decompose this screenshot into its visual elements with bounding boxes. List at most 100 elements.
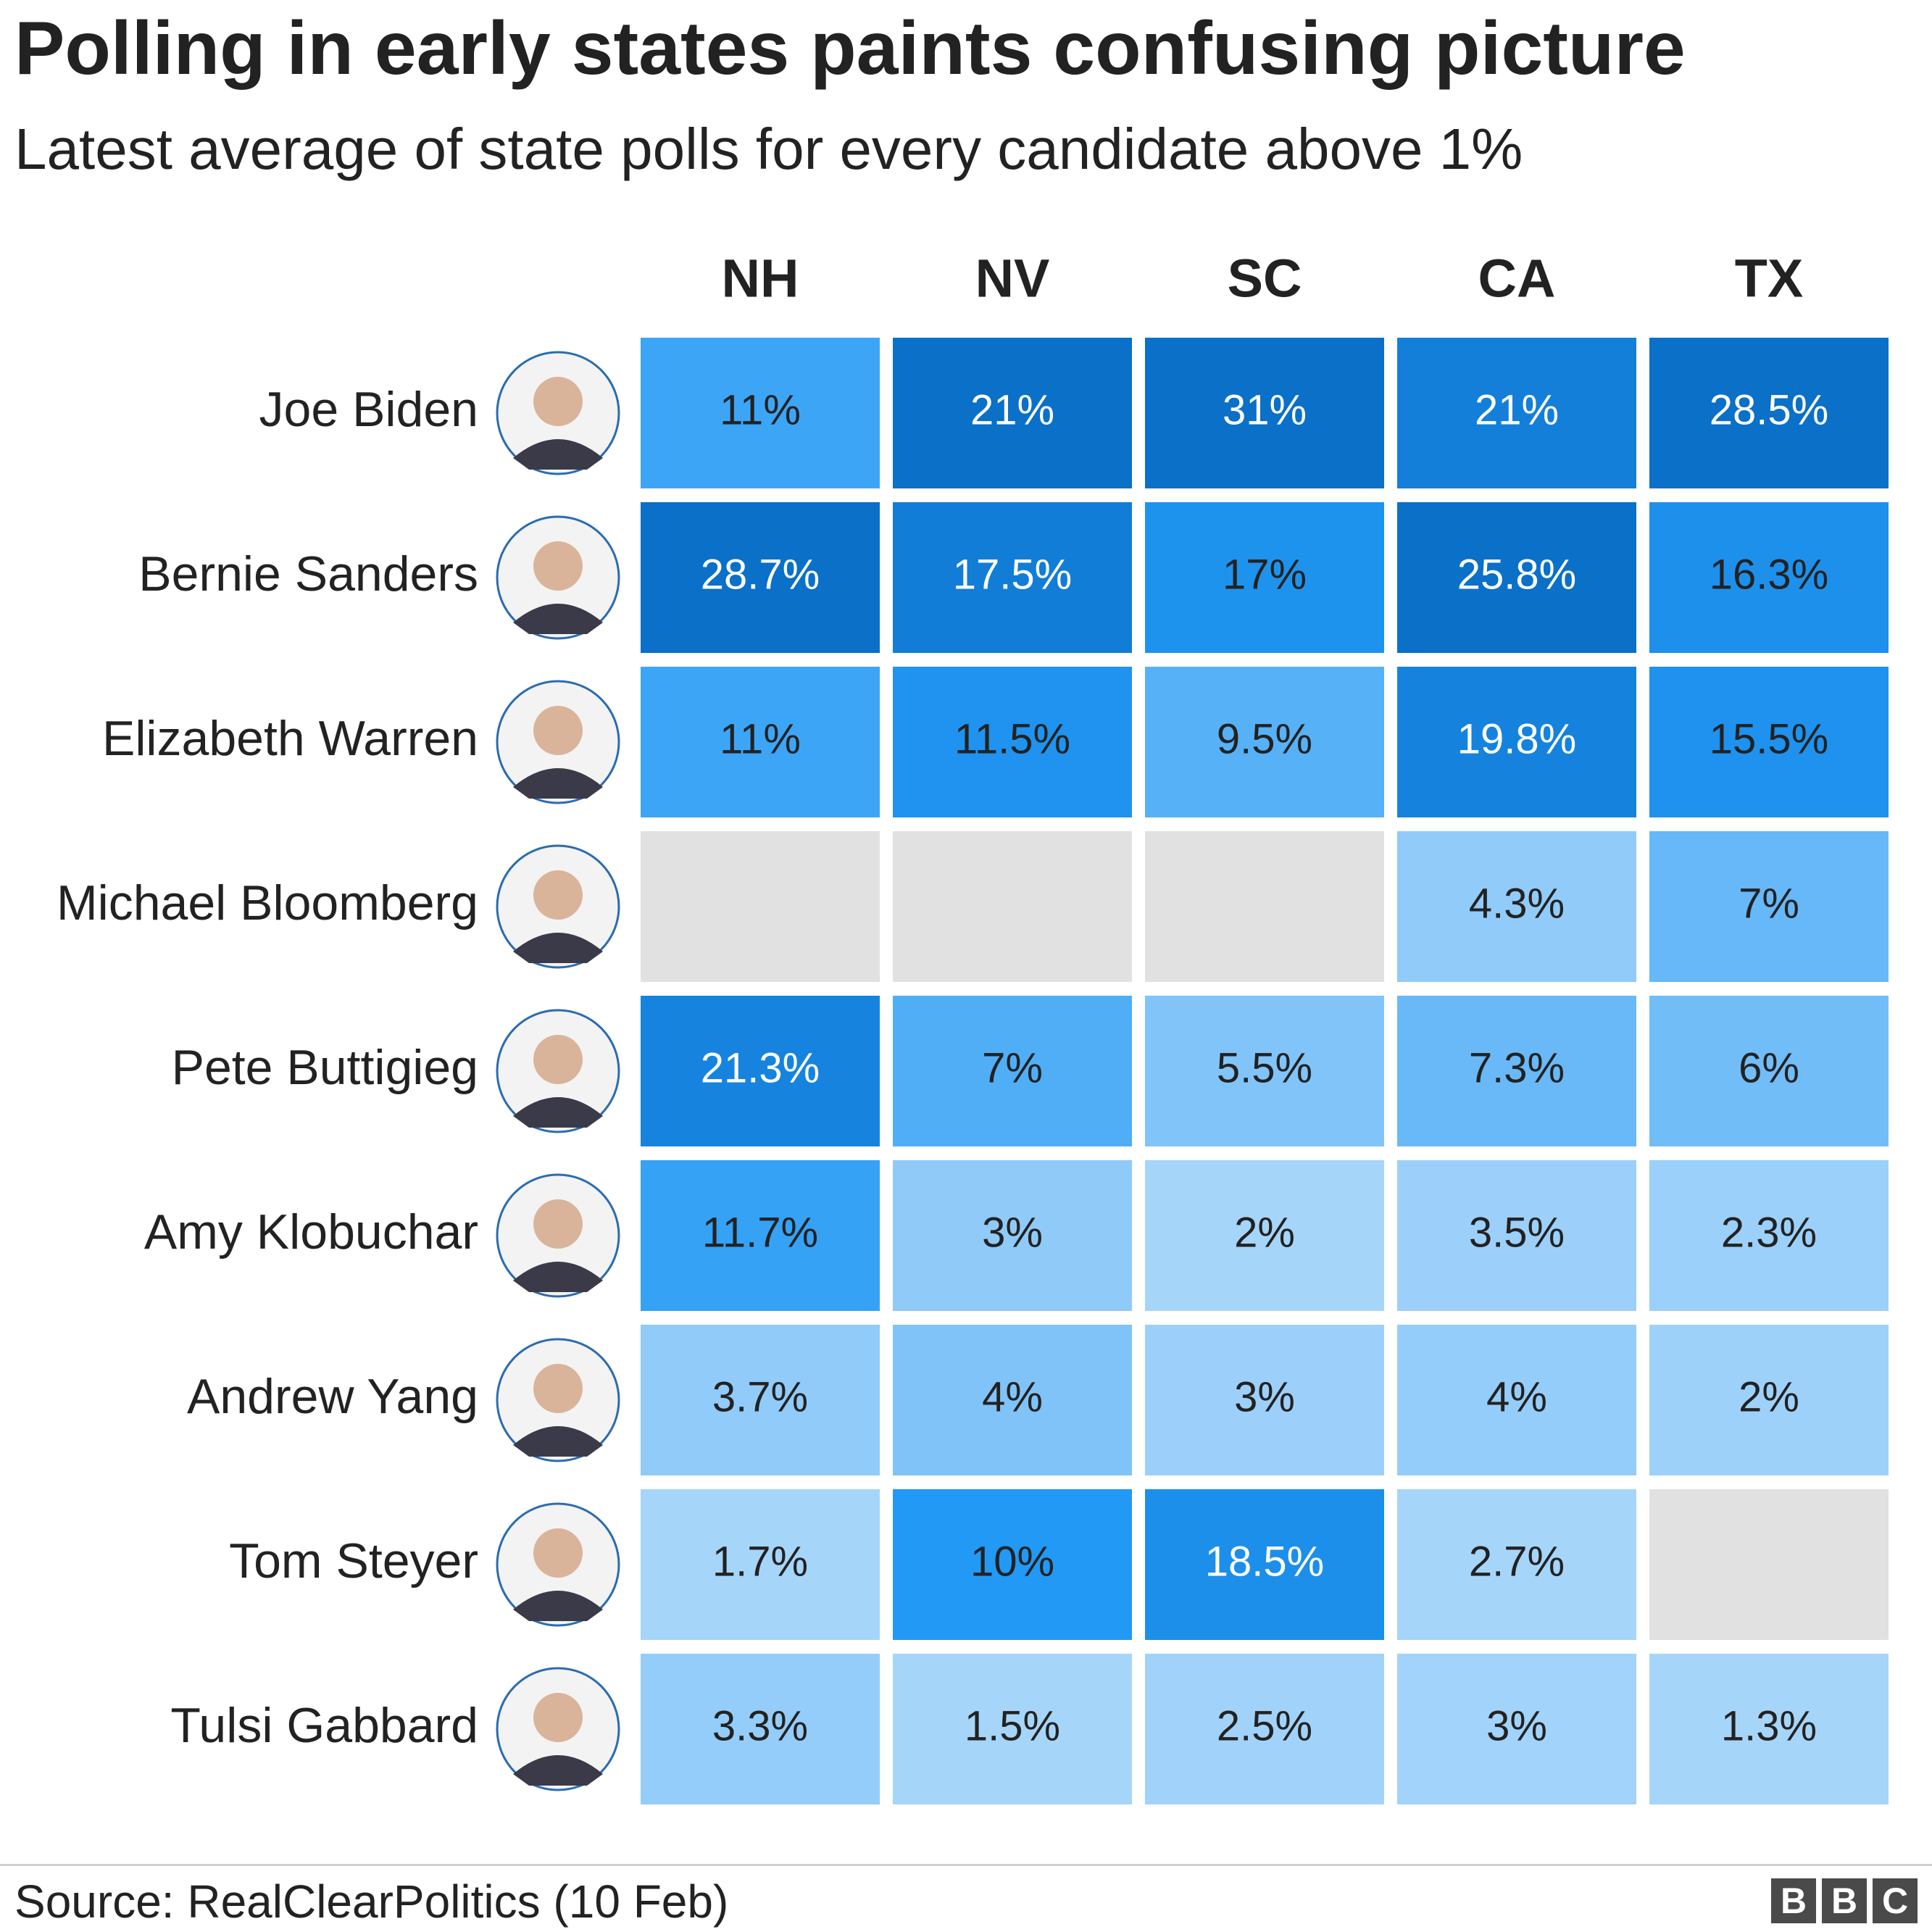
heatmap-cell-bernie-sanders-nv <box>893 502 1132 653</box>
column-header-tx: TX <box>1735 249 1804 309</box>
heatmap-cell-bernie-sanders-sc <box>1145 502 1384 653</box>
heatmap-cell-elizabeth-warren-sc <box>1145 667 1384 817</box>
cell-label-bernie-sanders-nv: 17.5% <box>953 551 1072 598</box>
heatmap-cell-andrew-yang-nh <box>641 1325 880 1475</box>
cell-label-michael-bloomberg-tx: 7% <box>1739 880 1799 927</box>
avatar-michael-bloomberg-icon <box>496 844 620 969</box>
heatmap-cell-joe-biden-ca <box>1397 338 1636 488</box>
cell-label-tulsi-gabbard-tx: 1.3% <box>1721 1702 1817 1749</box>
cell-label-pete-buttigieg-ca: 7.3% <box>1469 1044 1565 1091</box>
heatmap-cell-labels: 11% 21% 31% 21% 28.5% 28.7% 17.5% 17% 25.8% 16.3%… <box>701 386 1828 1749</box>
cell-label-amy-klobuchar-nh: 11.7% <box>702 1209 818 1256</box>
cell-label-tom-steyer-nv: 10% <box>970 1538 1054 1585</box>
heatmap-cell-tulsi-gabbard-ca <box>1397 1654 1636 1804</box>
avatar-joe-biden-icon <box>496 351 620 475</box>
heatmap-cell-tom-steyer-nh <box>641 1489 880 1640</box>
cell-label-andrew-yang-nv: 4% <box>982 1373 1043 1420</box>
heatmap-cell-elizabeth-warren-nh <box>641 667 880 817</box>
heatmap-cell-elizabeth-warren-nv <box>893 667 1132 817</box>
heatmap-cells <box>641 338 1889 1804</box>
row-label-amy-klobuchar: Amy Klobuchar <box>144 1204 478 1259</box>
avatar-tom-steyer-icon <box>496 1502 620 1627</box>
cell-label-bernie-sanders-nh: 28.7% <box>701 551 820 598</box>
heatmap-cell-andrew-yang-tx <box>1649 1325 1889 1475</box>
heatmap-cell-joe-biden-nv <box>893 338 1132 488</box>
avatar-amy-klobuchar-icon <box>496 1173 620 1298</box>
heatmap-cell-michael-bloomberg-nh <box>641 831 880 982</box>
heatmap-cell-michael-bloomberg-nv <box>893 831 1132 982</box>
heatmap-cell-andrew-yang-sc <box>1145 1325 1384 1475</box>
heatmap-cell-joe-biden-nh <box>641 338 880 488</box>
row-label-andrew-yang: Andrew Yang <box>187 1369 478 1424</box>
bbc-logo: B B C <box>1771 1878 1918 1923</box>
avatar-andrew-yang-icon <box>496 1338 620 1462</box>
chart-subtitle: Latest average of state polls for every … <box>14 117 1523 181</box>
cell-label-bernie-sanders-tx: 16.3% <box>1710 551 1828 598</box>
cell-label-elizabeth-warren-nh: 11% <box>720 715 801 762</box>
cell-label-andrew-yang-ca: 4% <box>1486 1373 1547 1420</box>
bbc-logo-letter-2: B <box>1822 1878 1867 1923</box>
heatmap-cell-amy-klobuchar-ca <box>1397 1160 1636 1311</box>
cell-label-amy-klobuchar-nv: 3% <box>982 1209 1043 1256</box>
footer-divider <box>0 1864 1932 1866</box>
cell-label-amy-klobuchar-ca: 3.5% <box>1469 1209 1565 1256</box>
heatmap-cell-tulsi-gabbard-sc <box>1145 1654 1384 1804</box>
source-note: Source: RealClearPolitics (10 Feb) <box>14 1875 729 1928</box>
avatar-elizabeth-warren-icon <box>496 680 620 804</box>
column-header-nv: NV <box>975 249 1050 309</box>
heatmap-cell-tulsi-gabbard-tx <box>1649 1654 1889 1804</box>
row-label-michael-bloomberg: Michael Bloomberg <box>57 875 478 930</box>
column-headers: NH NV SC CA TX <box>722 249 1804 309</box>
heatmap-cell-tom-steyer-sc <box>1145 1489 1384 1640</box>
avatar-bernie-sanders-icon <box>496 515 620 640</box>
cell-label-pete-buttigieg-nh: 21.3% <box>701 1044 820 1091</box>
cell-label-joe-biden-nh: 11% <box>720 386 801 433</box>
heatmap-cell-bernie-sanders-ca <box>1397 502 1636 653</box>
heatmap-cell-amy-klobuchar-nh <box>641 1160 880 1311</box>
cell-label-andrew-yang-sc: 3% <box>1234 1373 1295 1420</box>
heatmap-cell-pete-buttigieg-tx <box>1649 996 1889 1146</box>
cell-label-elizabeth-warren-ca: 19.8% <box>1457 715 1576 762</box>
heatmap-cell-amy-klobuchar-tx <box>1649 1160 1889 1311</box>
cell-label-elizabeth-warren-nv: 11.5% <box>954 715 1070 762</box>
cell-label-pete-buttigieg-nv: 7% <box>982 1044 1043 1091</box>
avatar-pete-buttigieg-icon <box>496 1009 620 1133</box>
heatmap-cell-michael-bloomberg-sc <box>1145 831 1384 982</box>
heatmap-cell-andrew-yang-ca <box>1397 1325 1636 1475</box>
column-header-sc: SC <box>1228 249 1302 309</box>
row-label-tom-steyer: Tom Steyer <box>229 1533 478 1589</box>
heatmap-cell-joe-biden-tx <box>1649 338 1889 488</box>
cell-label-tulsi-gabbard-ca: 3% <box>1486 1702 1547 1749</box>
heatmap-cell-pete-buttigieg-ca <box>1397 996 1636 1146</box>
heatmap-cell-joe-biden-sc <box>1145 338 1384 488</box>
heatmap-cell-amy-klobuchar-nv <box>893 1160 1132 1311</box>
candidate-avatars <box>496 351 620 1791</box>
heatmap-cell-pete-buttigieg-sc <box>1145 996 1384 1146</box>
heatmap-cell-amy-klobuchar-sc <box>1145 1160 1384 1311</box>
cell-label-andrew-yang-nh: 3.7% <box>712 1373 808 1420</box>
cell-label-pete-buttigieg-sc: 5.5% <box>1217 1044 1312 1091</box>
row-labels: Joe Biden Bernie Sanders Elizabeth Warren M… <box>57 382 478 1753</box>
column-header-ca: CA <box>1478 249 1556 309</box>
heatmap-cell-tom-steyer-tx <box>1649 1489 1889 1640</box>
cell-label-bernie-sanders-ca: 25.8% <box>1457 551 1576 598</box>
cell-label-michael-bloomberg-ca: 4.3% <box>1469 880 1565 927</box>
row-label-joe-biden: Joe Biden <box>259 382 478 437</box>
row-label-bernie-sanders: Bernie Sanders <box>138 546 478 601</box>
cell-label-tom-steyer-sc: 18.5% <box>1205 1538 1324 1585</box>
cell-label-andrew-yang-tx: 2% <box>1739 1373 1799 1420</box>
cell-label-joe-biden-tx: 28.5% <box>1710 386 1828 433</box>
bbc-logo-letter-1: B <box>1771 1878 1816 1923</box>
cell-label-amy-klobuchar-tx: 2.3% <box>1721 1209 1817 1256</box>
heatmap-cell-tom-steyer-ca <box>1397 1489 1636 1640</box>
cell-label-tulsi-gabbard-nh: 3.3% <box>712 1702 808 1749</box>
bbc-logo-letter-3: C <box>1873 1878 1918 1923</box>
cell-label-elizabeth-warren-tx: 15.5% <box>1710 715 1828 762</box>
cell-label-bernie-sanders-sc: 17% <box>1223 551 1307 598</box>
cell-label-joe-biden-ca: 21% <box>1475 386 1559 433</box>
chart-title: Polling in early states paints confusing… <box>14 7 1686 91</box>
row-label-tulsi-gabbard: Tulsi Gabbard <box>170 1698 478 1753</box>
cell-label-tulsi-gabbard-sc: 2.5% <box>1217 1702 1312 1749</box>
row-label-pete-buttigieg: Pete Buttigieg <box>172 1040 478 1095</box>
heatmap-cell-tom-steyer-nv <box>893 1489 1132 1640</box>
